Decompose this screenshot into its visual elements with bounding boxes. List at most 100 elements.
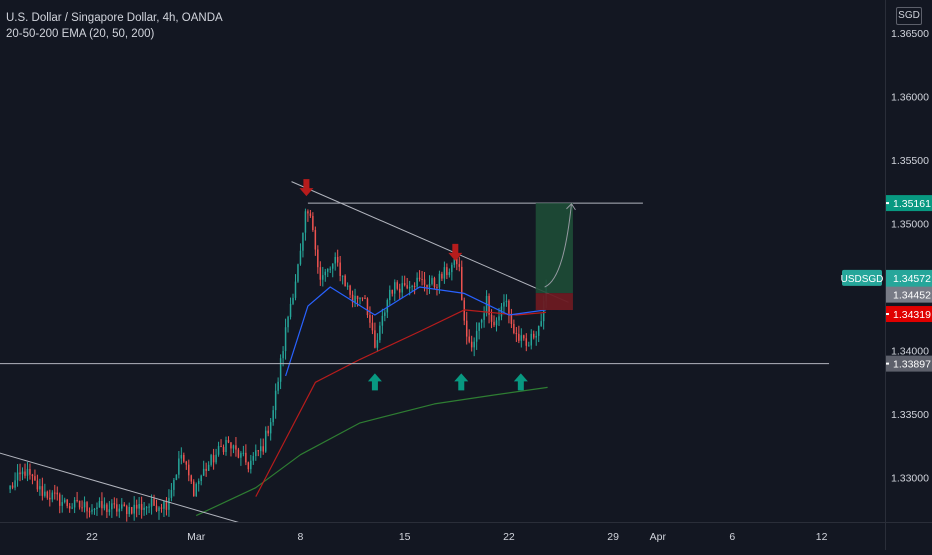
candle xyxy=(470,335,473,352)
price-tick-label: 1.35000 xyxy=(891,219,929,231)
candle xyxy=(391,289,394,297)
candle-body xyxy=(465,320,468,337)
indicator-label[interactable]: 20-50-200 EMA (20, 50, 200) xyxy=(6,28,155,40)
candle-body xyxy=(71,507,73,509)
candle xyxy=(237,447,240,459)
candle-body xyxy=(324,271,327,276)
currency-button[interactable]: SGD xyxy=(896,7,922,25)
candle xyxy=(190,474,193,485)
candle xyxy=(267,425,269,437)
candle-body xyxy=(396,282,398,289)
candle-body xyxy=(76,500,78,502)
candle xyxy=(160,503,163,513)
candle-body xyxy=(16,472,19,481)
candle-body xyxy=(528,345,530,347)
upper-trendline-line xyxy=(291,181,569,303)
candle-body xyxy=(145,507,148,509)
candle xyxy=(304,208,307,241)
stop-price-label: 1.34319 xyxy=(886,306,932,323)
candle-body xyxy=(307,211,309,214)
candle xyxy=(314,226,317,256)
candle xyxy=(523,334,525,341)
ema200-line xyxy=(195,386,548,517)
arrow-down-1 xyxy=(299,179,314,197)
candle-body xyxy=(185,461,188,465)
candle-body xyxy=(391,289,394,294)
candle-body xyxy=(525,338,528,346)
candle xyxy=(39,478,41,496)
candle xyxy=(307,209,309,222)
candle xyxy=(331,263,334,278)
candle xyxy=(185,460,188,470)
candle xyxy=(441,271,443,282)
candle-body xyxy=(200,475,202,481)
candle xyxy=(359,297,361,305)
time-tick-label: Apr xyxy=(650,531,667,543)
candle-body xyxy=(235,445,237,450)
candle xyxy=(91,504,93,515)
candle-body xyxy=(81,507,83,509)
candle xyxy=(220,439,222,448)
candle-body xyxy=(530,333,532,346)
candle-body xyxy=(274,390,277,411)
price-tick-label: 1.36000 xyxy=(891,92,929,104)
candle-body xyxy=(490,314,493,322)
candle xyxy=(145,505,148,515)
candle xyxy=(113,497,116,509)
candle xyxy=(289,297,292,320)
candle-body xyxy=(225,440,227,453)
candle-body xyxy=(428,284,431,288)
candle-body xyxy=(51,492,54,500)
target-zone xyxy=(535,203,573,294)
symbol-title[interactable]: U.S. Dollar / Singapore Dollar, 4h, OAND… xyxy=(6,12,223,24)
candle xyxy=(339,255,341,282)
candle xyxy=(54,484,56,500)
candle xyxy=(170,483,173,502)
candle xyxy=(389,285,391,305)
candle xyxy=(227,436,230,444)
candle-body xyxy=(123,504,126,507)
candle-body xyxy=(292,297,294,304)
candle-body xyxy=(505,300,508,303)
candle xyxy=(518,325,520,344)
candle xyxy=(458,256,461,272)
candle xyxy=(123,502,126,507)
candle-body xyxy=(369,315,371,323)
candle xyxy=(210,453,212,467)
candle-body xyxy=(279,358,282,382)
candle xyxy=(125,504,128,522)
candle-body xyxy=(130,506,133,514)
candle-body xyxy=(93,509,96,511)
candle xyxy=(250,454,252,474)
candle-body xyxy=(150,498,153,507)
candle-body xyxy=(441,273,443,279)
candle xyxy=(468,329,470,344)
chart-legend: U.S. Dollar / Singapore Dollar, 4h, OAND… xyxy=(6,10,223,42)
candle-body xyxy=(183,454,185,462)
candle xyxy=(269,417,272,441)
candle xyxy=(193,479,195,497)
candle-body xyxy=(344,275,346,287)
candle xyxy=(93,507,96,515)
candle-body xyxy=(230,442,232,449)
candle-body xyxy=(314,230,317,250)
candle-body xyxy=(197,480,200,485)
candle xyxy=(336,249,339,267)
candle xyxy=(83,496,86,513)
candle xyxy=(183,452,185,463)
candle xyxy=(384,309,386,322)
candle-body xyxy=(220,446,222,448)
candle-body xyxy=(406,285,408,289)
candle-body xyxy=(498,316,500,321)
candle xyxy=(36,474,39,492)
candle-body xyxy=(540,321,542,326)
candle-body xyxy=(351,294,354,303)
candle xyxy=(374,322,376,349)
candle xyxy=(252,452,255,465)
lower-trendline-line xyxy=(0,452,239,522)
candle-body xyxy=(389,289,391,301)
candle-body xyxy=(331,263,334,269)
time-tick-label: 22 xyxy=(503,531,515,543)
